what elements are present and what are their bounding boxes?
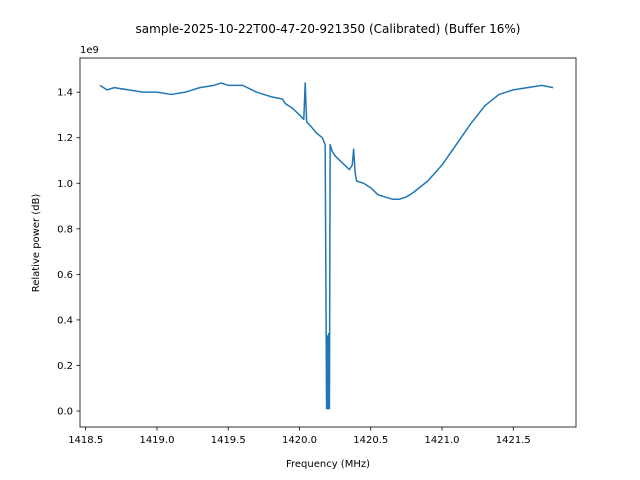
y-offset-label: 1e9 xyxy=(80,45,99,56)
x-axis: 1418.5 1419.0 1419.5 1420.0 1420.5 1421.0 1421… xyxy=(68,427,531,446)
chart-title: sample-2025-10-22T00-47-20-921350 (Calib… xyxy=(136,22,521,36)
axes-frame xyxy=(79,57,577,428)
x-tick-label: 1420.0 xyxy=(282,435,317,446)
y-axis: 0.0 0.2 0.4 0.6 0.8 1.0 1.2 1.4 xyxy=(57,88,80,418)
y-tick-label: 1.4 xyxy=(57,88,73,99)
y-tick-label: 0.2 xyxy=(57,361,73,372)
series-line-0 xyxy=(99,82,554,410)
y-axis-label: Relative power (dB) xyxy=(31,194,42,293)
x-tick-label: 1418.5 xyxy=(68,435,103,446)
y-tick-label: 1.0 xyxy=(57,179,73,190)
x-tick-label: 1421.5 xyxy=(496,435,531,446)
x-tick-label: 1421.0 xyxy=(425,435,460,446)
x-tick-label: 1419.5 xyxy=(211,435,246,446)
y-tick-label: 0.8 xyxy=(57,224,73,235)
y-tick-label: 1.2 xyxy=(57,133,73,144)
y-tick-label: 0.0 xyxy=(57,407,73,418)
x-tick-label: 1419.0 xyxy=(139,435,174,446)
plot-area xyxy=(99,82,554,410)
y-tick-label: 0.6 xyxy=(57,270,73,281)
x-axis-label: Frequency (MHz) xyxy=(286,459,370,470)
y-tick-label: 0.4 xyxy=(57,315,73,326)
x-tick-label: 1420.5 xyxy=(353,435,388,446)
